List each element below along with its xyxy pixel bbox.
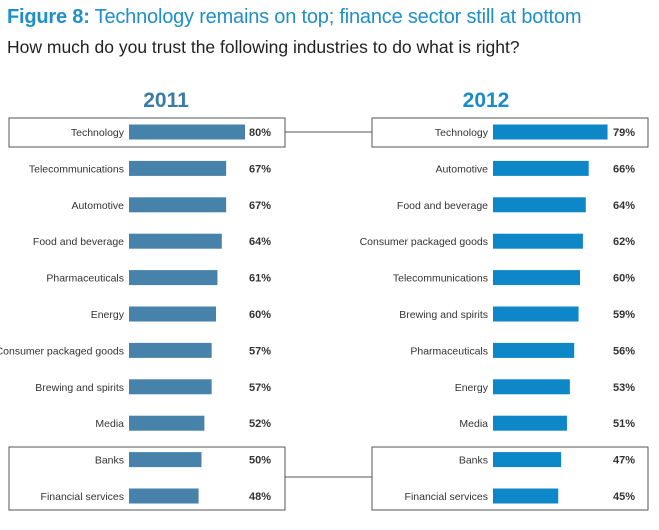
category-label-2012-banks: Banks (459, 455, 488, 467)
value-label-2012-consumer-packaged-goods: 62% (613, 236, 635, 248)
bar-2012-brewing-and-spirits (493, 306, 579, 322)
value-label-2012-food-and-beverage: 64% (613, 200, 635, 212)
bar-2012-banks (493, 452, 562, 468)
category-label-2012-brewing-and-spirits: Brewing and spirits (399, 309, 488, 321)
value-label-2011-banks: 50% (249, 455, 271, 467)
bar-2011-technology (129, 124, 245, 140)
bar-2012-consumer-packaged-goods (493, 233, 583, 249)
bar-2012-food-and-beverage (493, 197, 586, 213)
figure-title-lead: Figure 8: (7, 6, 90, 28)
highlight-box-bottom-2011 (8, 446, 286, 511)
value-label-2011-energy: 60% (249, 309, 271, 321)
category-label-2012-media: Media (459, 418, 488, 430)
highlight-box-top-2011 (8, 117, 286, 148)
value-label-2012-automotive: 66% (613, 163, 635, 175)
bar-2011-pharmaceuticals (129, 270, 218, 286)
year-label-2012: 2012 (463, 89, 510, 112)
value-label-2012-brewing-and-spirits: 59% (613, 309, 635, 321)
value-label-2011-brewing-and-spirits: 57% (249, 382, 271, 394)
highlight-box-top-2012 (371, 117, 649, 148)
category-label-2011-energy: Energy (91, 309, 125, 321)
category-label-2012-technology: Technology (435, 127, 489, 139)
figure-title-text: Technology remains on top; finance secto… (94, 6, 582, 28)
category-label-2011-pharmaceuticals: Pharmaceuticals (46, 273, 124, 285)
value-label-2011-media: 52% (249, 418, 271, 430)
value-label-2012-banks: 47% (613, 455, 635, 467)
value-label-2011-telecommunications: 67% (249, 163, 271, 175)
value-label-2012-energy: 53% (613, 382, 635, 394)
category-label-2011-financial-services: Financial services (41, 491, 124, 503)
highlight-box-bottom-2012 (371, 446, 649, 511)
category-label-2011-consumer-packaged-goods: Consumer packaged goods (0, 345, 124, 357)
category-label-2012-energy: Energy (455, 382, 489, 394)
bar-2011-financial-services (129, 488, 199, 504)
category-label-2012-food-and-beverage: Food and beverage (397, 200, 488, 212)
bar-2011-media (129, 415, 205, 431)
category-label-2012-pharmaceuticals: Pharmaceuticals (410, 345, 488, 357)
category-label-2012-automotive: Automotive (435, 163, 488, 175)
bar-2011-automotive (129, 197, 227, 213)
category-label-2011-telecommunications: Telecommunications (29, 163, 124, 175)
value-label-2011-technology: 80% (249, 127, 271, 139)
category-label-2012-consumer-packaged-goods: Consumer packaged goods (360, 236, 488, 248)
figure-subtitle: How much do you trust the following indu… (7, 37, 520, 57)
bar-2012-media (493, 415, 567, 431)
category-label-2011-automotive: Automotive (71, 200, 124, 212)
value-label-2011-automotive: 67% (249, 200, 271, 212)
category-label-2011-media: Media (95, 418, 124, 430)
value-label-2012-telecommunications: 60% (613, 273, 635, 285)
value-label-2011-pharmaceuticals: 61% (249, 273, 271, 285)
bar-2011-food-and-beverage (129, 233, 222, 249)
bar-2012-pharmaceuticals (493, 342, 575, 358)
category-label-2011-brewing-and-spirits: Brewing and spirits (35, 382, 124, 394)
bar-2011-telecommunications (129, 160, 227, 176)
value-label-2011-food-and-beverage: 64% (249, 236, 271, 248)
category-label-2012-financial-services: Financial services (405, 491, 488, 503)
value-label-2012-pharmaceuticals: 56% (613, 345, 635, 357)
category-label-2012-telecommunications: Telecommunications (393, 273, 488, 285)
value-label-2012-technology: 79% (613, 127, 635, 139)
bar-2012-technology (493, 124, 608, 140)
category-label-2011-food-and-beverage: Food and beverage (33, 236, 124, 248)
bar-2011-energy (129, 306, 216, 322)
value-label-2011-consumer-packaged-goods: 57% (249, 345, 271, 357)
bar-2011-consumer-packaged-goods (129, 342, 212, 358)
bar-2012-automotive (493, 160, 589, 176)
bar-2012-energy (493, 379, 570, 395)
figure-title: Figure 8: Technology remains on top; fin… (7, 6, 581, 29)
bar-2012-telecommunications (493, 270, 580, 286)
bar-2011-banks (129, 452, 202, 468)
year-label-2011: 2011 (143, 89, 189, 112)
value-label-2011-financial-services: 48% (249, 491, 271, 503)
value-label-2012-financial-services: 45% (613, 491, 635, 503)
bar-2012-financial-services (493, 488, 559, 504)
category-label-2011-banks: Banks (95, 455, 124, 467)
bar-2011-brewing-and-spirits (129, 379, 212, 395)
category-label-2011-technology: Technology (71, 127, 125, 139)
value-label-2012-media: 51% (613, 418, 635, 430)
